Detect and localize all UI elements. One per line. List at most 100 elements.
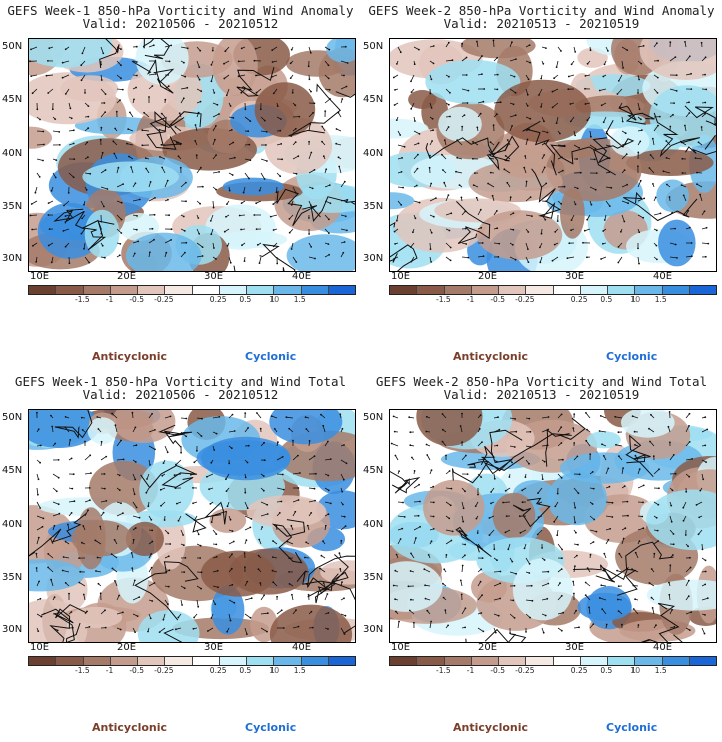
lat-label: 50N	[2, 412, 23, 423]
legend-anticyclonic: Anticyclonic	[453, 350, 529, 363]
colorbar-tick-label: -1.5	[75, 666, 90, 675]
colorbar-ticks: -1.5 -1 -0.5 -0.25 0.25 0.5 1 1.5	[28, 666, 356, 676]
colorbar-swatch	[56, 286, 84, 294]
lon-label: 10E	[30, 271, 50, 282]
colorbar-swatch	[328, 657, 355, 665]
colorbar-swatch	[83, 286, 111, 294]
legend-anticyclonic: Anticyclonic	[92, 721, 168, 734]
colorbar-tick-label: -0.25	[515, 666, 535, 675]
lat-label: 35N	[363, 201, 384, 212]
colorbar-swatch	[165, 286, 193, 294]
legend-anticyclonic: Anticyclonic	[453, 721, 529, 734]
colorbar-swatch	[635, 286, 663, 294]
lat-label: 50N	[2, 41, 23, 52]
colorbar-tick-label: -1	[466, 295, 475, 304]
colorbar-tick-label: -1.5	[436, 295, 451, 304]
colorbar-swatch	[165, 657, 193, 665]
colorbar-ticks: -1.5 -1 -0.5 -0.25 0.25 0.5 1 1.5	[28, 295, 356, 305]
colorbar-swatch	[192, 657, 220, 665]
panel-week2-anomaly: GEFS Week-2 850-hPa Vorticity and Wind A…	[361, 0, 722, 371]
colorbar	[28, 285, 356, 295]
colorbar-swatch	[56, 657, 84, 665]
panel-week2-total: GEFS Week-2 850-hPa Vorticity and Wind T…	[361, 371, 722, 742]
colorbar-swatch	[471, 657, 499, 665]
colorbar-swatch	[417, 657, 445, 665]
colorbar-tick-label: 0.25	[570, 666, 588, 675]
colorbar-swatch	[553, 657, 581, 665]
vorticity-map	[28, 38, 356, 272]
vorticity-map	[28, 409, 356, 643]
lon-label: 20E	[478, 271, 498, 282]
lon-label: 40E	[292, 642, 312, 653]
lon-label: 10E	[391, 642, 411, 653]
colorbar-swatch	[301, 657, 329, 665]
colorbar-swatch	[247, 657, 275, 665]
colorbar-tick-label: 1.5	[654, 666, 667, 675]
colorbar-swatch	[526, 657, 554, 665]
colorbar-scale: 10	[269, 666, 280, 675]
lat-label: 45N	[363, 94, 384, 105]
colorbar-tick-label: -1	[105, 295, 114, 304]
colorbar-tick-label: -1	[105, 666, 114, 675]
lat-label: 50N	[363, 41, 384, 52]
vorticity-map	[389, 38, 717, 272]
colorbar-tick-label: -0.5	[129, 295, 144, 304]
panel-title: GEFS Week-1 850-hPa Vorticity and Wind A…	[7, 3, 354, 18]
colorbar-tick-label: -1.5	[436, 666, 451, 675]
colorbar-swatch	[390, 286, 418, 294]
colorbar-swatch	[138, 657, 166, 665]
colorbar-swatch	[274, 286, 302, 294]
colorbar-scale: 10	[630, 666, 641, 675]
colorbar-swatch	[526, 286, 554, 294]
colorbar-swatch	[499, 286, 527, 294]
colorbar-tick-label: 1	[631, 295, 636, 304]
lat-label: 45N	[2, 465, 23, 476]
colorbar-swatch	[192, 286, 220, 294]
legend-cyclonic: Cyclonic	[606, 350, 658, 363]
panel-valid-date: Valid: 20210513 - 20210519	[443, 16, 640, 31]
colorbar-swatch	[553, 286, 581, 294]
colorbar-tick-label: 1.5	[293, 666, 306, 675]
panel-valid-date: Valid: 20210513 - 20210519	[443, 387, 640, 402]
lat-label: 35N	[363, 572, 384, 583]
colorbar-swatch	[110, 286, 138, 294]
lon-label: 30E	[204, 271, 224, 282]
lat-label: 45N	[363, 465, 384, 476]
colorbar-swatch	[608, 286, 636, 294]
colorbar-swatch	[580, 286, 608, 294]
colorbar-swatch	[635, 657, 663, 665]
colorbar	[389, 285, 717, 295]
lat-label: 30N	[2, 624, 23, 635]
colorbar-swatch	[219, 657, 247, 665]
colorbar-tick-label: 1	[270, 295, 275, 304]
colorbar-tick-label: 0.5	[239, 666, 252, 675]
colorbar-tick-label: 1	[631, 666, 636, 675]
colorbar-tick-label: -0.5	[490, 295, 505, 304]
colorbar	[389, 656, 717, 666]
colorbar-swatch	[417, 286, 445, 294]
lon-label: 40E	[292, 271, 312, 282]
panel-week1-anomaly: GEFS Week-1 850-hPa Vorticity and Wind A…	[0, 0, 361, 371]
map-field	[29, 410, 355, 642]
legend-cyclonic: Cyclonic	[245, 350, 297, 363]
lon-label: 40E	[653, 271, 673, 282]
lat-label: 40N	[2, 148, 23, 159]
legend-anticyclonic: Anticyclonic	[92, 350, 168, 363]
colorbar-tick-label: 0.25	[570, 295, 588, 304]
panel-valid-date: Valid: 20210506 - 20210512	[82, 387, 279, 402]
lon-label: 30E	[204, 642, 224, 653]
colorbar-swatch	[499, 657, 527, 665]
panel-title: GEFS Week-2 850-hPa Vorticity and Wind A…	[368, 3, 715, 18]
colorbar-swatch	[274, 657, 302, 665]
panel-title: GEFS Week-1 850-hPa Vorticity and Wind T…	[14, 374, 347, 389]
colorbar-tick-label: -0.25	[154, 295, 174, 304]
colorbar-tick-label: -0.25	[154, 666, 174, 675]
colorbar-tick-label: -0.5	[490, 666, 505, 675]
map-field	[390, 410, 716, 642]
colorbar-swatch	[689, 657, 716, 665]
lat-label: 30N	[363, 624, 384, 635]
colorbar-tick-label: 1	[270, 666, 275, 675]
colorbar-scale: 10	[269, 295, 280, 304]
lon-label: 30E	[565, 642, 585, 653]
panel-valid-date: Valid: 20210506 - 20210512	[82, 16, 279, 31]
